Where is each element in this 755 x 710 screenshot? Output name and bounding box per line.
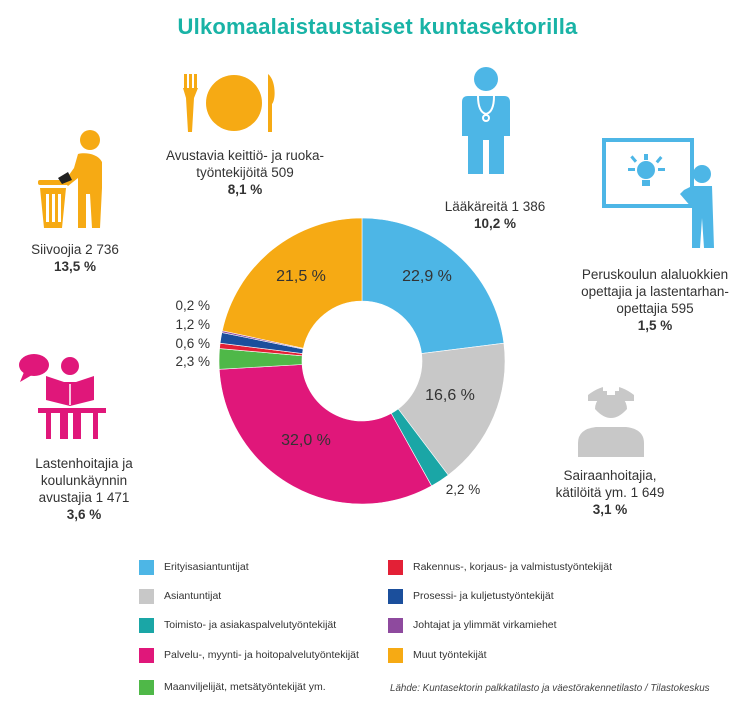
callout-sairaanhoitajia: Sairaanhoitajia, kätilöitä ym. 1 649 3,1… — [530, 467, 690, 518]
legend-label: Palvelu-, myynti- ja hoitopalvelutyöntek… — [164, 649, 359, 661]
callout-peruskoulun-line2: opettajia ja lastentarhan- — [581, 284, 729, 299]
donut-slice-9 — [221, 217, 363, 349]
legend-label: Erityisasiantuntijat — [164, 561, 249, 573]
legend-item-johtajat: Johtajat ja ylimmät virkamiehet — [388, 616, 557, 634]
legend-item-rakennus: Rakennus-, korjaus- ja valmistustyönteki… — [388, 558, 612, 576]
callout-lastenhoitajia-line1: Lastenhoitajia ja — [35, 456, 133, 471]
legend-label: Prosessi- ja kuljetustyöntekijät — [413, 590, 554, 602]
cleaner-icon — [38, 130, 102, 228]
slice-label-3: 2,2 % — [446, 482, 481, 497]
legend-swatch — [388, 647, 403, 663]
plate-cutlery-icon — [183, 74, 275, 132]
legend-swatch — [139, 647, 154, 663]
donut-slice-2 — [397, 342, 506, 476]
callout-peruskoulun-line1: Peruskoulun alaluokkien — [581, 267, 729, 282]
callout-peruskoulun-pct: 1,5 % — [637, 318, 673, 333]
teacher-icon — [602, 138, 714, 248]
callout-laakareita-label: Lääkäreitä 1 386 — [444, 199, 546, 214]
callout-peruskoulun: Peruskoulun alaluokkien opettajia ja las… — [565, 266, 745, 334]
legend-label: Asiantuntijat — [164, 590, 222, 602]
callout-avustavia-line2: työntekijöitä 509 — [196, 165, 294, 180]
callout-avustavia-pct: 8,1 % — [227, 182, 263, 197]
legend-label: Toimisto- ja asiakaspalvelutyöntekijät — [164, 619, 337, 631]
callout-peruskoulun-line3: opettajia 595 — [616, 301, 694, 316]
callout-siivoojia: Siivoojia 2 736 13,5 % — [10, 241, 140, 275]
legend-swatch — [139, 617, 154, 633]
legend-label: Maanviljelijät, metsätyöntekijät ym. — [164, 681, 326, 693]
legend-item-asiantuntijat: Asiantuntijat — [139, 587, 221, 605]
callout-avustavia: Avustavia keittiö- ja ruoka- työntekijöi… — [150, 147, 340, 198]
legend-item-muut: Muut työntekijät — [388, 646, 487, 664]
slice-label-1: 22,9 % — [402, 268, 452, 285]
reading-child-icon — [19, 354, 106, 439]
source-note: Lähde: Kuntasektorin palkkatilasto ja vä… — [390, 683, 710, 694]
callout-siivoojia-label: Siivoojia 2 736 — [31, 242, 119, 257]
slice-label-2: 16,6 % — [425, 387, 475, 404]
callout-siivoojia-pct: 13,5 % — [53, 259, 97, 274]
slice-label-9: 21,5 % — [276, 268, 326, 285]
callout-sairaanhoitajia-line2: kätilöitä ym. 1 649 — [555, 485, 665, 500]
callout-avustavia-line1: Avustavia keittiö- ja ruoka- — [165, 148, 325, 163]
nurse-icon — [578, 381, 644, 457]
callout-lastenhoitajia-line3: avustajia 1 471 — [38, 490, 130, 505]
doctor-icon — [462, 67, 510, 174]
legend-swatch — [139, 679, 154, 695]
callout-lastenhoitajia-pct: 3,6 % — [66, 507, 102, 522]
chart-title: Ulkomaalaistaustaiset kuntasektorilla — [177, 14, 578, 39]
slice-label-7: 1,2 % — [175, 317, 210, 332]
legend-swatch — [139, 559, 154, 575]
legend-label: Muut työntekijät — [413, 649, 487, 661]
legend-swatch — [388, 588, 403, 604]
legend-label: Rakennus-, korjaus- ja valmistustyönteki… — [413, 561, 612, 573]
legend-item-toimisto: Toimisto- ja asiakaspalvelutyöntekijät — [139, 616, 336, 634]
legend-swatch — [388, 559, 403, 575]
legend-item-erityisasiantuntijat: Erityisasiantuntijat — [139, 558, 249, 576]
legend-swatch — [388, 617, 403, 633]
legend-item-maanviljelijat: Maanviljelijät, metsätyöntekijät ym. — [139, 678, 326, 696]
legend-label: Johtajat ja ylimmät virkamiehet — [413, 619, 557, 631]
donut-slice-1 — [361, 217, 505, 354]
callout-laakareita-pct: 10,2 % — [473, 216, 517, 231]
slice-label-5: 2,3 % — [175, 354, 210, 369]
slice-label-6: 0,6 % — [175, 336, 210, 351]
callout-lastenhoitajia-line2: koulunkäynnin — [40, 473, 128, 488]
legend-item-palvelu: Palvelu-, myynti- ja hoitopalvelutyöntek… — [139, 646, 359, 664]
callout-laakareita: Lääkäreitä 1 386 10,2 % — [420, 198, 570, 232]
legend-swatch — [139, 588, 154, 604]
callout-sairaanhoitajia-line1: Sairaanhoitajia, — [563, 468, 657, 483]
donut-slice-4 — [218, 364, 433, 505]
legend-item-prosessi: Prosessi- ja kuljetustyöntekijät — [388, 587, 554, 605]
slice-label-8: 0,2 % — [175, 298, 210, 313]
callout-lastenhoitajia: Lastenhoitajia ja koulunkäynnin avustaji… — [4, 455, 164, 523]
slice-label-4: 32,0 % — [281, 432, 331, 449]
callout-sairaanhoitajia-pct: 3,1 % — [592, 502, 628, 517]
